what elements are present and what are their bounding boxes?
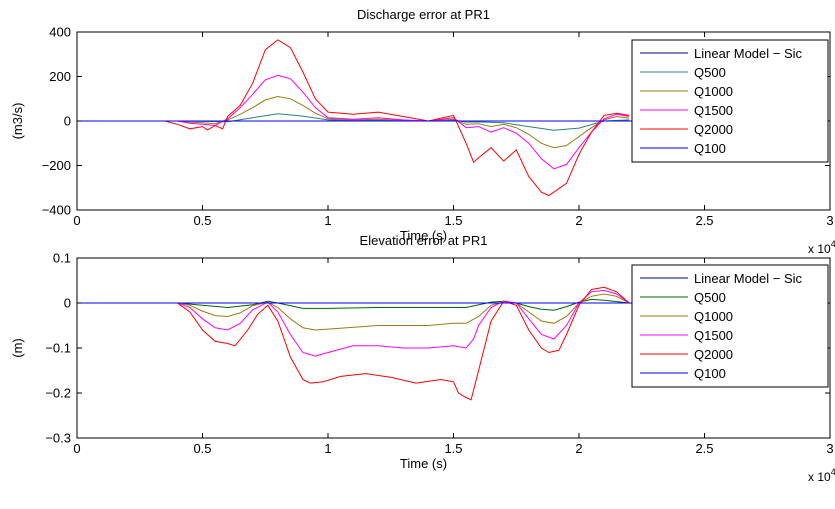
x-tick-label: 1 xyxy=(324,213,331,228)
series-line-q2000 xyxy=(77,286,630,401)
y-tick-label: 0.1 xyxy=(53,251,71,266)
x-tick-label: 3 xyxy=(826,441,833,456)
x-axis-multiplier: x 104 xyxy=(808,239,835,256)
x-tick-label: 2 xyxy=(575,441,582,456)
y-tick-label: −0.2 xyxy=(45,386,71,401)
x-tick-label: 0.5 xyxy=(193,213,211,228)
series-line-q1000 xyxy=(77,293,630,331)
y-tick-label: −200 xyxy=(42,158,71,173)
x-tick-label: 1 xyxy=(324,441,331,456)
legend-label: Linear Model − Sic xyxy=(694,46,803,61)
y-tick-label: 0 xyxy=(64,114,71,129)
legend-label: Q1000 xyxy=(694,309,733,324)
y-tick-label: −0.1 xyxy=(45,341,71,356)
y-tick-label: 400 xyxy=(49,25,71,40)
legend-label: Q500 xyxy=(694,65,726,80)
series-line-q500 xyxy=(77,298,630,311)
series-line-q1500 xyxy=(77,289,630,357)
chart-title: Elevation error at PR1 xyxy=(360,233,488,248)
x-tick-label: 2 xyxy=(575,213,582,228)
legend-label: Q100 xyxy=(694,366,726,381)
legend-label: Q1500 xyxy=(694,103,733,118)
legend-label: Q2000 xyxy=(694,347,733,362)
x-tick-label: 1.5 xyxy=(444,213,462,228)
legend-label: Q500 xyxy=(694,290,726,305)
y-tick-label: 0 xyxy=(64,296,71,311)
x-tick-label: 2.5 xyxy=(695,441,713,456)
x-tick-label: 1.5 xyxy=(444,441,462,456)
legend-box xyxy=(631,39,829,163)
legend-label: Q1000 xyxy=(694,84,733,99)
y-axis-label: (m3/s) xyxy=(10,103,25,140)
legend-label: Q1500 xyxy=(694,328,733,343)
series-line-q2000 xyxy=(77,39,630,197)
legend-box xyxy=(631,264,829,388)
series-line-q1500 xyxy=(77,74,630,170)
chart-panel-1: 0 0.5 1 1.5 2 2.5 3 −400 −200 0 200 400 Discharge er… xyxy=(10,7,835,256)
y-tick-label: 200 xyxy=(49,69,71,84)
chart-panel-2: 0 0.5 1 1.5 2 2.5 3 −0.3 −0.2 −0.1 0 0.1 Elevation e… xyxy=(10,233,835,484)
y-tick-label: −0.3 xyxy=(45,431,71,446)
legend: Linear Model − Sic Q500 Q1000 Q1500 Q2000 Q10… xyxy=(631,264,829,388)
x-tick-label: 0 xyxy=(73,441,80,456)
x-tick-label: 2.5 xyxy=(695,213,713,228)
y-tick-label: −400 xyxy=(42,203,71,218)
x-axis-label: Time (s) xyxy=(400,456,447,471)
x-tick-label: 3 xyxy=(826,213,833,228)
legend-label: Q100 xyxy=(694,141,726,156)
x-tick-label: 0 xyxy=(73,213,80,228)
legend-label: Q2000 xyxy=(694,122,733,137)
x-axis-label: Time (s) xyxy=(400,228,447,243)
legend: Linear Model − Sic Q500 Q1000 Q1500 Q2000 Q10… xyxy=(631,39,829,163)
x-axis-multiplier: x 104 xyxy=(808,467,835,484)
x-tick-label: 0.5 xyxy=(193,441,211,456)
y-axis-label: (m) xyxy=(10,338,25,358)
chart-title: Discharge error at PR1 xyxy=(357,7,490,22)
legend-label: Linear Model − Sic xyxy=(694,271,803,286)
